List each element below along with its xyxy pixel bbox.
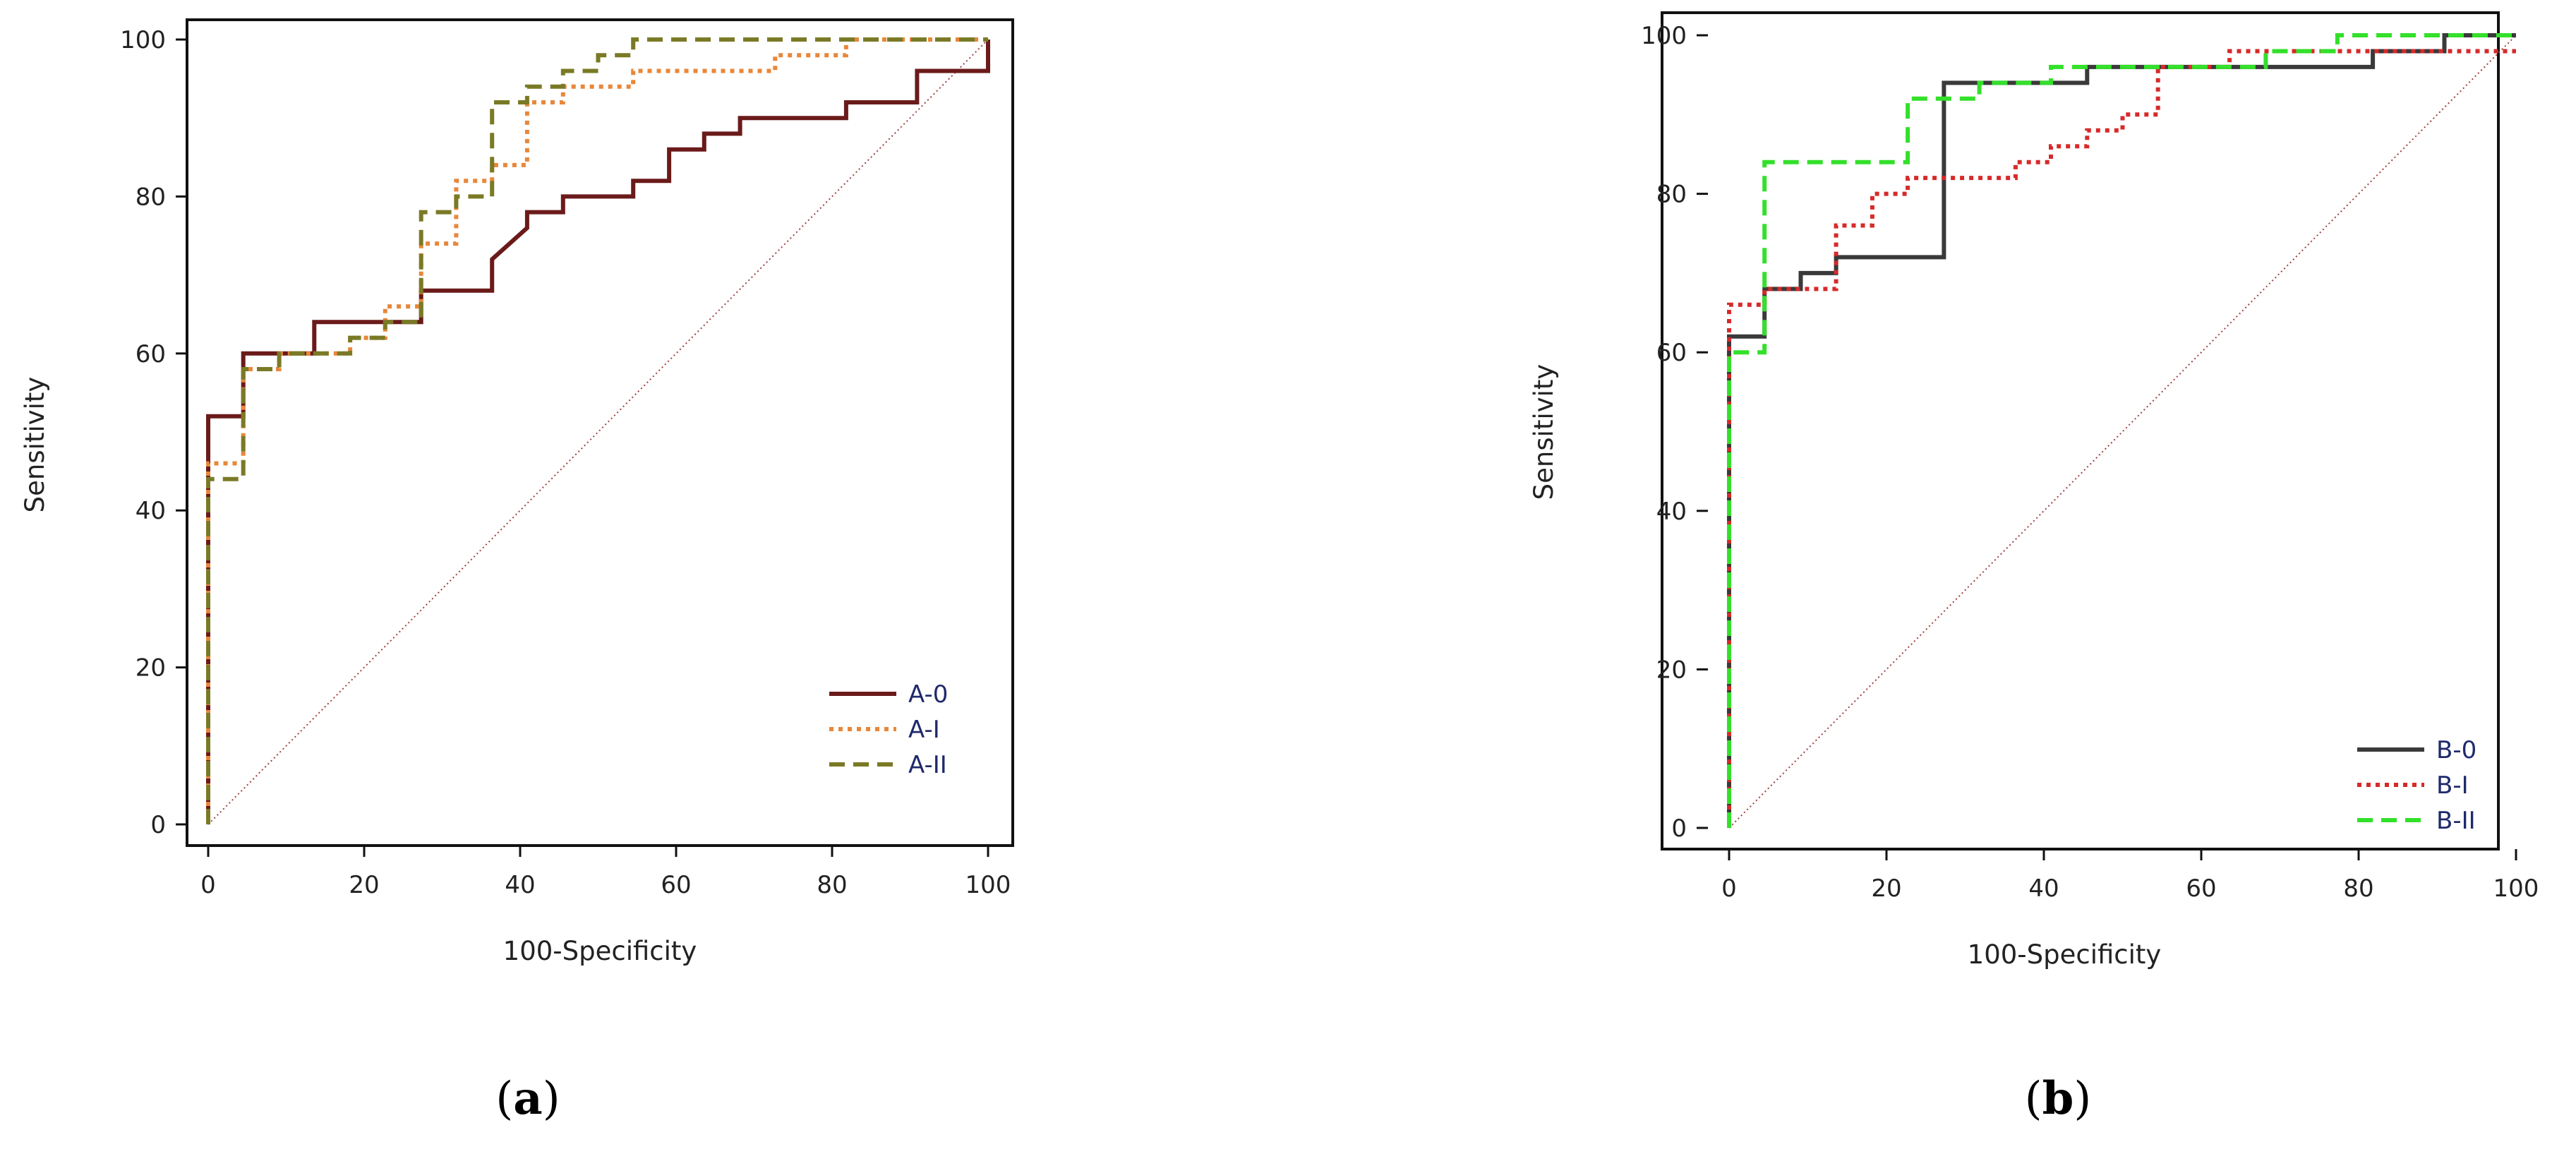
legend-label: A-I bbox=[908, 716, 940, 744]
y-tick-label: 40 bbox=[136, 497, 166, 525]
legend-item: A-II bbox=[829, 751, 947, 779]
y-axis-title: Sensitivity bbox=[20, 377, 50, 513]
y-tick-label: 20 bbox=[136, 654, 166, 683]
x-tick-label: 0 bbox=[200, 871, 216, 899]
series-line-a-0 bbox=[206, 40, 990, 824]
series-line-a-ii bbox=[206, 37, 988, 824]
series-line-b-i bbox=[1727, 49, 2516, 828]
caption-open-paren: ( bbox=[495, 1073, 513, 1125]
plot-frame bbox=[1661, 11, 2500, 851]
y-axis-ticks: 0 20 40 60 80 100 bbox=[120, 26, 187, 839]
x-tick-label: 40 bbox=[505, 871, 535, 899]
panel-b-roc-chart: 0 20 40 60 80 100 0 20 40 60 80 100 100-Specificit… bbox=[1529, 11, 2539, 1125]
panel-a-roc-chart: 0 20 40 60 80 100 0 20 40 60 80 100 100-Specificit… bbox=[20, 18, 1014, 1125]
legend-label: A-0 bbox=[908, 680, 948, 709]
y-tick-label: 0 bbox=[1671, 815, 1687, 843]
x-tick-label: 80 bbox=[817, 871, 847, 899]
x-tick-label: 20 bbox=[1871, 874, 1901, 903]
x-tick-label: 100 bbox=[965, 871, 1011, 899]
series-line-a-i bbox=[206, 37, 988, 824]
x-axis-title: 100-Specificity bbox=[503, 936, 697, 966]
reference-diagonal-layer bbox=[1728, 35, 2517, 829]
reference-diagonal-line bbox=[207, 39, 989, 825]
legend-item: A-I bbox=[829, 716, 940, 744]
y-tick-label: 80 bbox=[1656, 181, 1687, 209]
panel-a-caption: (a) bbox=[495, 1072, 560, 1125]
legend: A-0 A-I A-II bbox=[829, 680, 948, 779]
caption-close-paren: ) bbox=[2074, 1073, 2091, 1125]
x-tick-label: 0 bbox=[1721, 874, 1737, 903]
legend-item: B-I bbox=[2357, 771, 2469, 800]
y-tick-label: 80 bbox=[136, 183, 166, 211]
panel-b-caption: (b) bbox=[2025, 1072, 2092, 1125]
x-tick-label: 60 bbox=[2186, 874, 2216, 903]
y-tick-label: 100 bbox=[1641, 22, 1687, 50]
plot-frame bbox=[186, 18, 1014, 847]
legend-label: B-II bbox=[2436, 807, 2476, 835]
x-tick-label: 60 bbox=[661, 871, 691, 899]
y-axis-ticks: 0 20 40 60 80 100 bbox=[1641, 22, 1708, 843]
y-tick-label: 20 bbox=[1656, 656, 1687, 684]
x-tick-label: 100 bbox=[2493, 874, 2539, 903]
y-tick-label: 100 bbox=[120, 26, 166, 54]
legend-label: B-0 bbox=[2436, 736, 2476, 764]
caption-letter: a bbox=[513, 1072, 542, 1125]
x-axis-ticks: 0 20 40 60 80 100 bbox=[1721, 849, 2539, 903]
y-tick-label: 0 bbox=[150, 811, 166, 839]
x-axis-title: 100-Specificity bbox=[1968, 939, 2162, 970]
legend-label: B-I bbox=[2436, 771, 2469, 800]
y-tick-label: 60 bbox=[136, 340, 166, 368]
x-tick-label: 80 bbox=[2343, 874, 2373, 903]
x-tick-label: 40 bbox=[2028, 874, 2059, 903]
legend-item: B-0 bbox=[2357, 736, 2476, 764]
caption-open-paren: ( bbox=[2025, 1073, 2042, 1125]
y-axis-title: Sensitivity bbox=[1529, 364, 1559, 500]
legend: B-0 B-I B-II bbox=[2357, 736, 2476, 835]
series-layer bbox=[206, 37, 990, 824]
y-tick-label: 40 bbox=[1656, 498, 1687, 526]
x-tick-label: 20 bbox=[349, 871, 379, 899]
legend-item: A-0 bbox=[829, 680, 948, 709]
x-axis-ticks: 0 20 40 60 80 100 bbox=[200, 846, 1011, 899]
y-tick-label: 60 bbox=[1656, 339, 1687, 367]
series-line-b-ii bbox=[1727, 33, 2516, 828]
legend-item: B-II bbox=[2357, 807, 2476, 835]
reference-diagonal-line bbox=[1728, 35, 2517, 829]
legend-label: A-II bbox=[908, 751, 947, 779]
reference-diagonal-layer bbox=[207, 39, 989, 825]
caption-close-paren: ) bbox=[543, 1073, 560, 1125]
series-layer bbox=[1727, 33, 2516, 828]
caption-letter: b bbox=[2042, 1072, 2074, 1125]
